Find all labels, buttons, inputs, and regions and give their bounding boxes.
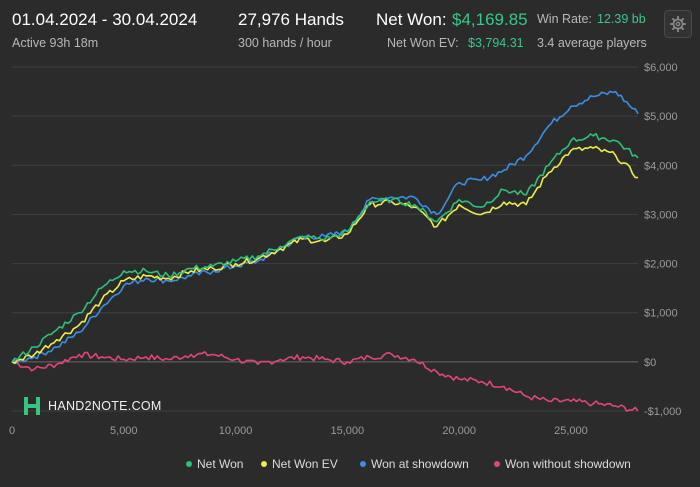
axes: -$1,000 $0 $1,000 $2,000 $3,000 $4,000 $5,000 $… [9, 62, 681, 437]
settings-button[interactable] [664, 10, 692, 38]
hands-count: 27,976 Hands [238, 10, 344, 29]
hand2note-logo-icon [24, 397, 40, 415]
y-tick-label: $5,000 [644, 111, 678, 123]
hand2note-logo: HAND2NOTE.COM [22, 396, 162, 416]
y-tick-label: $4,000 [644, 160, 678, 172]
grid [12, 66, 638, 412]
legend-item[interactable]: Won without showdown [494, 457, 631, 471]
net-won-ev-value: $3,794.31 [468, 36, 524, 50]
legend-item[interactable]: Net Won [186, 457, 243, 471]
net-won-ev-label: Net Won EV: [387, 36, 459, 50]
y-tick-label: $0 [644, 357, 656, 369]
win-rate-label: Win Rate: [537, 12, 592, 26]
win-rate-block: Win Rate: 12.39 bb 3.4 average players [537, 12, 659, 52]
legend-dot-icon [360, 461, 366, 467]
logo-text: HAND2NOTE.COM [48, 399, 162, 413]
legend-dot-icon [261, 461, 267, 467]
series-line-won-at-showdown [11, 90, 639, 364]
net-won-value: $4,169.85 [452, 10, 528, 29]
x-tick-label: 25,000 [554, 425, 588, 437]
x-tick-label: 15,000 [331, 425, 365, 437]
legend-label: Net Won EV [272, 457, 338, 471]
legend-item[interactable]: Won at showdown [360, 457, 469, 471]
date-range[interactable]: 01.04.2024 - 30.04.2024 [12, 10, 198, 29]
legend-item[interactable]: Net Won EV [261, 457, 338, 471]
x-tick-label: 10,000 [219, 425, 253, 437]
legend-label: Net Won [197, 457, 244, 471]
y-tick-label: $2,000 [644, 259, 678, 271]
legend-label: Won without showdown [505, 457, 631, 471]
series-line-net-won [11, 132, 639, 363]
chart-legend: Net Won Net Won EV Won at showdown Won with… [0, 457, 700, 475]
average-players: 3.4 average players [537, 36, 647, 50]
y-tick-label: $1,000 [644, 308, 678, 320]
legend-label: Won at showdown [371, 457, 469, 471]
hands-per-hour: 300 hands / hour [238, 36, 332, 50]
y-tick-label: $6,000 [644, 62, 678, 74]
series-line-net-won-ev [11, 145, 639, 365]
y-tick-label: -$1,000 [644, 406, 681, 418]
legend-dot-icon [186, 461, 192, 467]
stats-header: 01.04.2024 - 30.04.2024 Active 93h 18m 2… [0, 0, 700, 58]
x-tick-label: 0 [9, 425, 15, 437]
net-won-label: Net Won: [376, 10, 447, 29]
active-time: Active 93h 18m [12, 36, 99, 50]
profit-graph[interactable]: -$1,000 $0 $1,000 $2,000 $3,000 $4,000 $5,000 $… [0, 58, 700, 454]
series-lines [11, 90, 639, 413]
win-rate-value: 12.39 bb [597, 12, 646, 26]
legend-dot-icon [494, 461, 500, 467]
gear-icon [670, 16, 686, 32]
x-tick-label: 20,000 [442, 425, 476, 437]
y-tick-label: $3,000 [644, 209, 678, 221]
series-line-won-without-showdown [11, 350, 639, 413]
x-tick-label: 5,000 [110, 425, 138, 437]
